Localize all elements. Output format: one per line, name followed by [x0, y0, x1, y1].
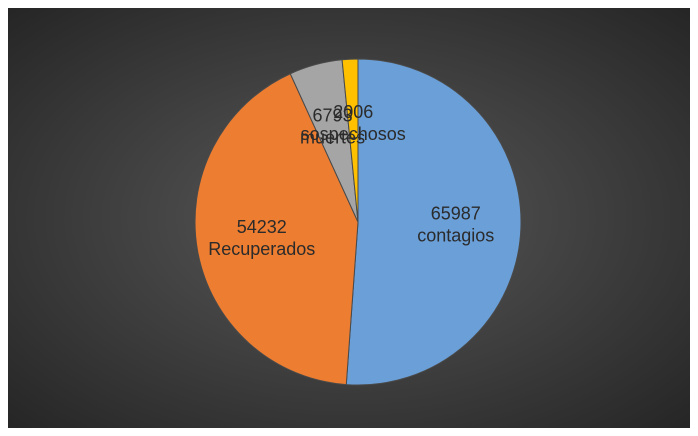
data-label-value: 65987: [431, 203, 481, 223]
pie-slice: [341, 58, 359, 223]
data-label-value: 6793: [313, 105, 353, 125]
data-label-category: contagios: [417, 225, 494, 245]
pie: [194, 58, 522, 386]
pie-slice: [194, 73, 359, 386]
data-label-category: Recuperados: [208, 239, 315, 259]
pie-slice: [345, 58, 522, 386]
data-label-category: sospechosos: [301, 124, 406, 144]
data-label-value: 54232: [237, 217, 287, 237]
data-label-category: muertes: [300, 127, 365, 147]
data-label-value: 2006: [333, 102, 373, 122]
